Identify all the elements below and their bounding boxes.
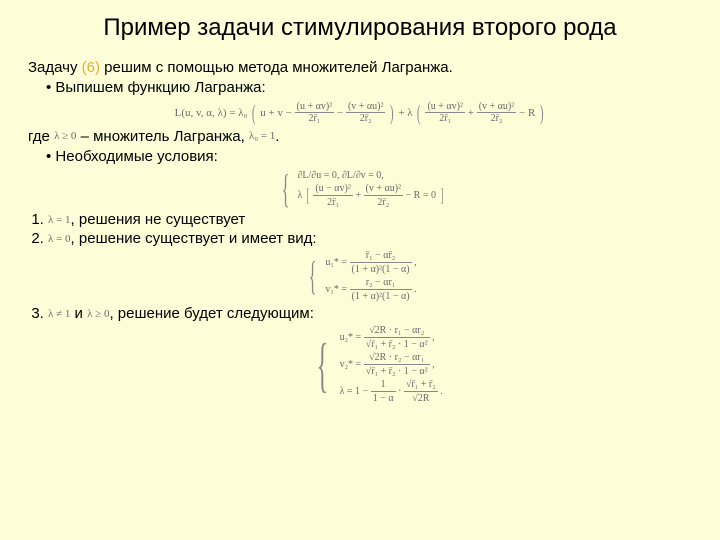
lagrange-t1: u + v − (260, 107, 292, 119)
minus-r: − R (519, 107, 535, 119)
s1-u-bot: (1 + α)²(1 − α) (350, 263, 412, 276)
system2-formula: { u₂* = √2R · r₁ − αr₂√r̄₁ + r̄₂ · 1 − α… (308, 324, 692, 405)
f2-top: (v + αu)² (346, 101, 386, 113)
minus: − (337, 107, 343, 119)
intro-line: Задачу (6) решим с помощью метода множит… (28, 58, 692, 78)
s2-u-top: √2R · r₁ − αr₂ (364, 324, 430, 338)
where-lambda0: λ₀ = 1 (249, 129, 275, 144)
slide-title: Пример задачи стимулирования второго род… (28, 14, 692, 42)
plus-lambda: + λ (398, 107, 412, 119)
f3-top: (u + αv)² (425, 101, 465, 113)
case-3: λ ≠ 1 и λ ≥ 0, решение будет следующим: (48, 305, 692, 322)
intro-post: решим с помощью метода множителей Лагран… (100, 59, 453, 76)
case-2: λ = 0, решение существует и имеет вид: (48, 230, 692, 247)
case3-text: , решение будет следующим: (109, 305, 313, 322)
s2-lam-lhs: λ = 1 − (340, 386, 369, 397)
s2-lam-f2-bot: √2R (404, 392, 438, 405)
f1-top: (u + αv)² (295, 101, 335, 113)
case2-formula: λ = 0 (48, 233, 71, 245)
s2-lam-f1-bot: 1 − α (371, 392, 396, 405)
cond-f1-top: (u − αv)² (313, 182, 353, 196)
case1-text: , решения не существует (71, 211, 246, 228)
cond-f2-top: (v + αu)² (364, 182, 404, 196)
plus: + (468, 107, 474, 119)
s1-u-lhs: u₁* = (325, 257, 347, 268)
where-lambda: λ ≥ 0 (54, 129, 76, 144)
where-end: . (275, 128, 279, 145)
f4-top: (v + αu)² (477, 101, 517, 113)
lagrange-formula: L(u, v, α, λ) = λ₀ ( u + v − (u + αv)²2r… (28, 101, 692, 125)
where-mid: – множитель Лагранжа, (76, 128, 248, 145)
s1-v-top: r₂ − αr₁ (350, 276, 412, 290)
case1-formula: λ = 1 (48, 214, 71, 226)
s2-u-bot: √r̄₁ + r̄₂ · 1 − α² (364, 338, 430, 351)
cond-lambda: λ (297, 190, 302, 201)
case2-text: , решение существует и имеет вид: (71, 230, 317, 247)
f4-bot: 2r̄₂ (477, 113, 517, 124)
s2-lam-f1-top: 1 (371, 378, 396, 392)
f3-bot: 2r̄₁ (425, 113, 465, 124)
s1-u-top: r̄₁ − αr̄₂ (350, 249, 412, 263)
case3-a: λ ≠ 1 (48, 308, 70, 320)
bullet-2: Необходимые условия: (46, 147, 692, 167)
s2-v-top: √2R · r₂ − αr₁ (364, 351, 430, 365)
where-pre: где (28, 128, 54, 145)
cond-d1: ∂L/∂u = 0, ∂L/∂v = 0, (297, 169, 444, 182)
s2-v-bot: √r̄₁ + r̄₂ · 1 − α² (364, 365, 430, 378)
f2-bot: 2r̄₂ (346, 113, 386, 124)
case3-mid: и (70, 305, 87, 322)
f1-bot: 2r̄₁ (295, 113, 335, 124)
intro-ref: (6) (82, 59, 100, 76)
s2-lam-f2-top: √r̄₁ + r̄₂ (404, 378, 438, 392)
bullet-1: Выпишем функцию Лагранжа: (46, 78, 692, 98)
case3-b: λ ≥ 0 (87, 308, 109, 320)
cond-f1-bot: 2r̄₁ (313, 196, 353, 209)
s2-v-lhs: v₂* = (340, 359, 362, 370)
s1-v-bot: (1 + α)²(1 − α) (350, 290, 412, 303)
case-1: λ = 1, решения не существует (48, 211, 692, 228)
where-line: где λ ≥ 0 – множитель Лагранжа, λ₀ = 1. (28, 127, 692, 147)
cases-list: λ = 1, решения не существует λ = 0, реше… (28, 211, 692, 247)
intro-pre: Задачу (28, 59, 82, 76)
s2-u-lhs: u₂* = (340, 332, 362, 343)
s1-v-lhs: v₁* = (325, 284, 347, 295)
cond-f2-bot: 2r̄₂ (364, 196, 404, 209)
cases-list-3: λ ≠ 1 и λ ≥ 0, решение будет следующим: (28, 305, 692, 322)
cond-tail: − R = 0 (406, 190, 436, 201)
conditions-formula: { ∂L/∂u = 0, ∂L/∂v = 0, λ [ (u − αv)²2r̄… (28, 169, 692, 209)
lagrange-lhs: L(u, v, α, λ) = λ₀ (175, 107, 248, 119)
system1-formula: { u₁* = r̄₁ − αr̄₂(1 + α)²(1 − α) , v₁* … (28, 249, 692, 303)
